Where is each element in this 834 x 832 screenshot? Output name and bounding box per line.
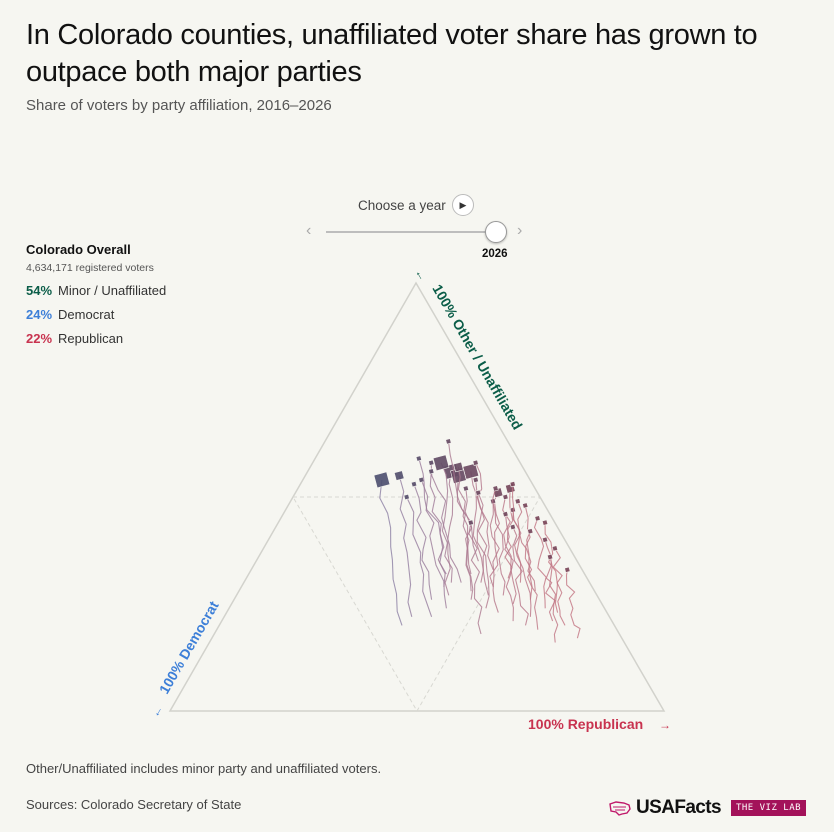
- county-marker: [551, 545, 559, 552]
- county-trail: [565, 569, 581, 639]
- county-marker: [428, 468, 435, 475]
- county-marker: [472, 476, 479, 483]
- county-marker: [393, 470, 405, 481]
- axis-label-other: 100% Other / Unaffiliated: [429, 282, 525, 433]
- overall-summary: Colorado Overall 4,634,171 registered vo…: [26, 242, 166, 346]
- county-trail: [444, 471, 454, 596]
- footnote: Other/Unaffiliated includes minor party …: [26, 761, 382, 776]
- legend-pct: 22%: [26, 331, 53, 346]
- arrow-other-icon: →: [408, 268, 426, 285]
- county-marker: [453, 461, 464, 473]
- legend-label: Democrat: [58, 307, 115, 322]
- county-marker: [475, 489, 482, 496]
- county-trail: [413, 484, 433, 600]
- county-marker: [462, 485, 469, 492]
- county-trail: [504, 514, 514, 622]
- county-marker: [541, 519, 549, 526]
- county-marker: [403, 493, 410, 501]
- midline-grid: [292, 496, 541, 713]
- county-trail: [430, 462, 462, 583]
- county-marker: [432, 454, 450, 472]
- county-trail: [398, 475, 413, 617]
- chart-title: In Colorado counties, unaffiliated voter…: [26, 19, 758, 88]
- brand: USAFacts THE VIZ LAB: [608, 797, 807, 819]
- county-trail: [476, 492, 490, 609]
- county-trail: [491, 488, 506, 596]
- county-marker: [546, 553, 554, 561]
- county-marker: [502, 511, 509, 518]
- county-trail: [418, 458, 447, 575]
- county-trail: [544, 522, 559, 613]
- county-trail: [512, 526, 529, 626]
- county-marker: [428, 459, 435, 466]
- overall-title: Colorado Overall: [26, 242, 131, 257]
- county-marker: [522, 502, 529, 509]
- axis-label-dem: 100% Democrat: [156, 598, 222, 697]
- viz-lab-badge: THE VIZ LAB: [730, 800, 807, 816]
- ternary-frame: [168, 281, 666, 712]
- county-trail: [429, 471, 446, 587]
- county-marker: [509, 523, 516, 531]
- legend-pct: 24%: [26, 307, 53, 322]
- year-slider-handle[interactable]: [485, 221, 507, 243]
- usa-map-icon: [609, 801, 631, 816]
- county-marker: [410, 481, 418, 488]
- county-trail: [549, 556, 559, 643]
- legend-row: 22% Republican: [26, 331, 166, 346]
- county-marker: [534, 515, 541, 522]
- usafacts-logo: USAFacts: [636, 797, 722, 818]
- county-trail: [504, 488, 514, 579]
- county-trail: [457, 466, 472, 575]
- legend-row: 24% Democrat: [26, 307, 166, 322]
- county-marker: [541, 536, 549, 543]
- arrow-dem-icon: →: [151, 705, 169, 722]
- arrow-rep-icon: →: [659, 718, 671, 732]
- legend-label: Minor / Unaffiliated: [58, 283, 167, 298]
- year-slider-track[interactable]: [326, 231, 498, 233]
- county-marker: [415, 455, 422, 462]
- county-trail: [406, 496, 433, 617]
- registered-voters: 4,634,171 registered voters: [26, 262, 154, 274]
- chevron-right-icon[interactable]: ›: [517, 222, 523, 239]
- county-marker: [502, 493, 509, 501]
- selected-year: 2026: [482, 248, 508, 260]
- chevron-left-icon[interactable]: ‹: [306, 222, 312, 239]
- county-trail: [533, 518, 547, 609]
- county-trail: [468, 522, 483, 635]
- county-trail: [524, 505, 533, 600]
- play-button[interactable]: ▶: [452, 194, 474, 216]
- county-marker: [527, 528, 534, 535]
- county-trail: [420, 479, 447, 609]
- legend-label: Republican: [58, 331, 124, 346]
- county-trail: [517, 501, 536, 592]
- county-trail: [552, 548, 566, 626]
- year-control-label: Choose a year: [358, 198, 446, 213]
- county-trail: [511, 484, 522, 583]
- county-marker: [492, 485, 499, 492]
- play-icon: ▶: [459, 199, 467, 210]
- sources: Sources: Colorado Secretary of State: [26, 797, 242, 812]
- chart-subtitle: Share of voters by party affiliation, 20…: [26, 97, 332, 114]
- county-marker: [564, 566, 571, 573]
- county-marker: [445, 438, 452, 445]
- county-trail: [489, 501, 500, 613]
- county-marker: [373, 471, 391, 489]
- county-trail: [526, 530, 539, 630]
- county-trail: [379, 479, 403, 626]
- county-trail: [470, 471, 484, 583]
- county-trail: [475, 462, 494, 570]
- county-trail: [464, 488, 474, 600]
- county-trail: [544, 539, 556, 622]
- county-marker: [514, 498, 521, 505]
- axis-label-rep: 100% Republican: [528, 716, 643, 732]
- legend-pct: 54%: [26, 283, 53, 298]
- county-marker: [472, 459, 479, 466]
- legend-row: 54% Minor / Unaffiliated: [26, 283, 166, 298]
- county-marker: [467, 519, 474, 526]
- county-marker: [509, 481, 516, 488]
